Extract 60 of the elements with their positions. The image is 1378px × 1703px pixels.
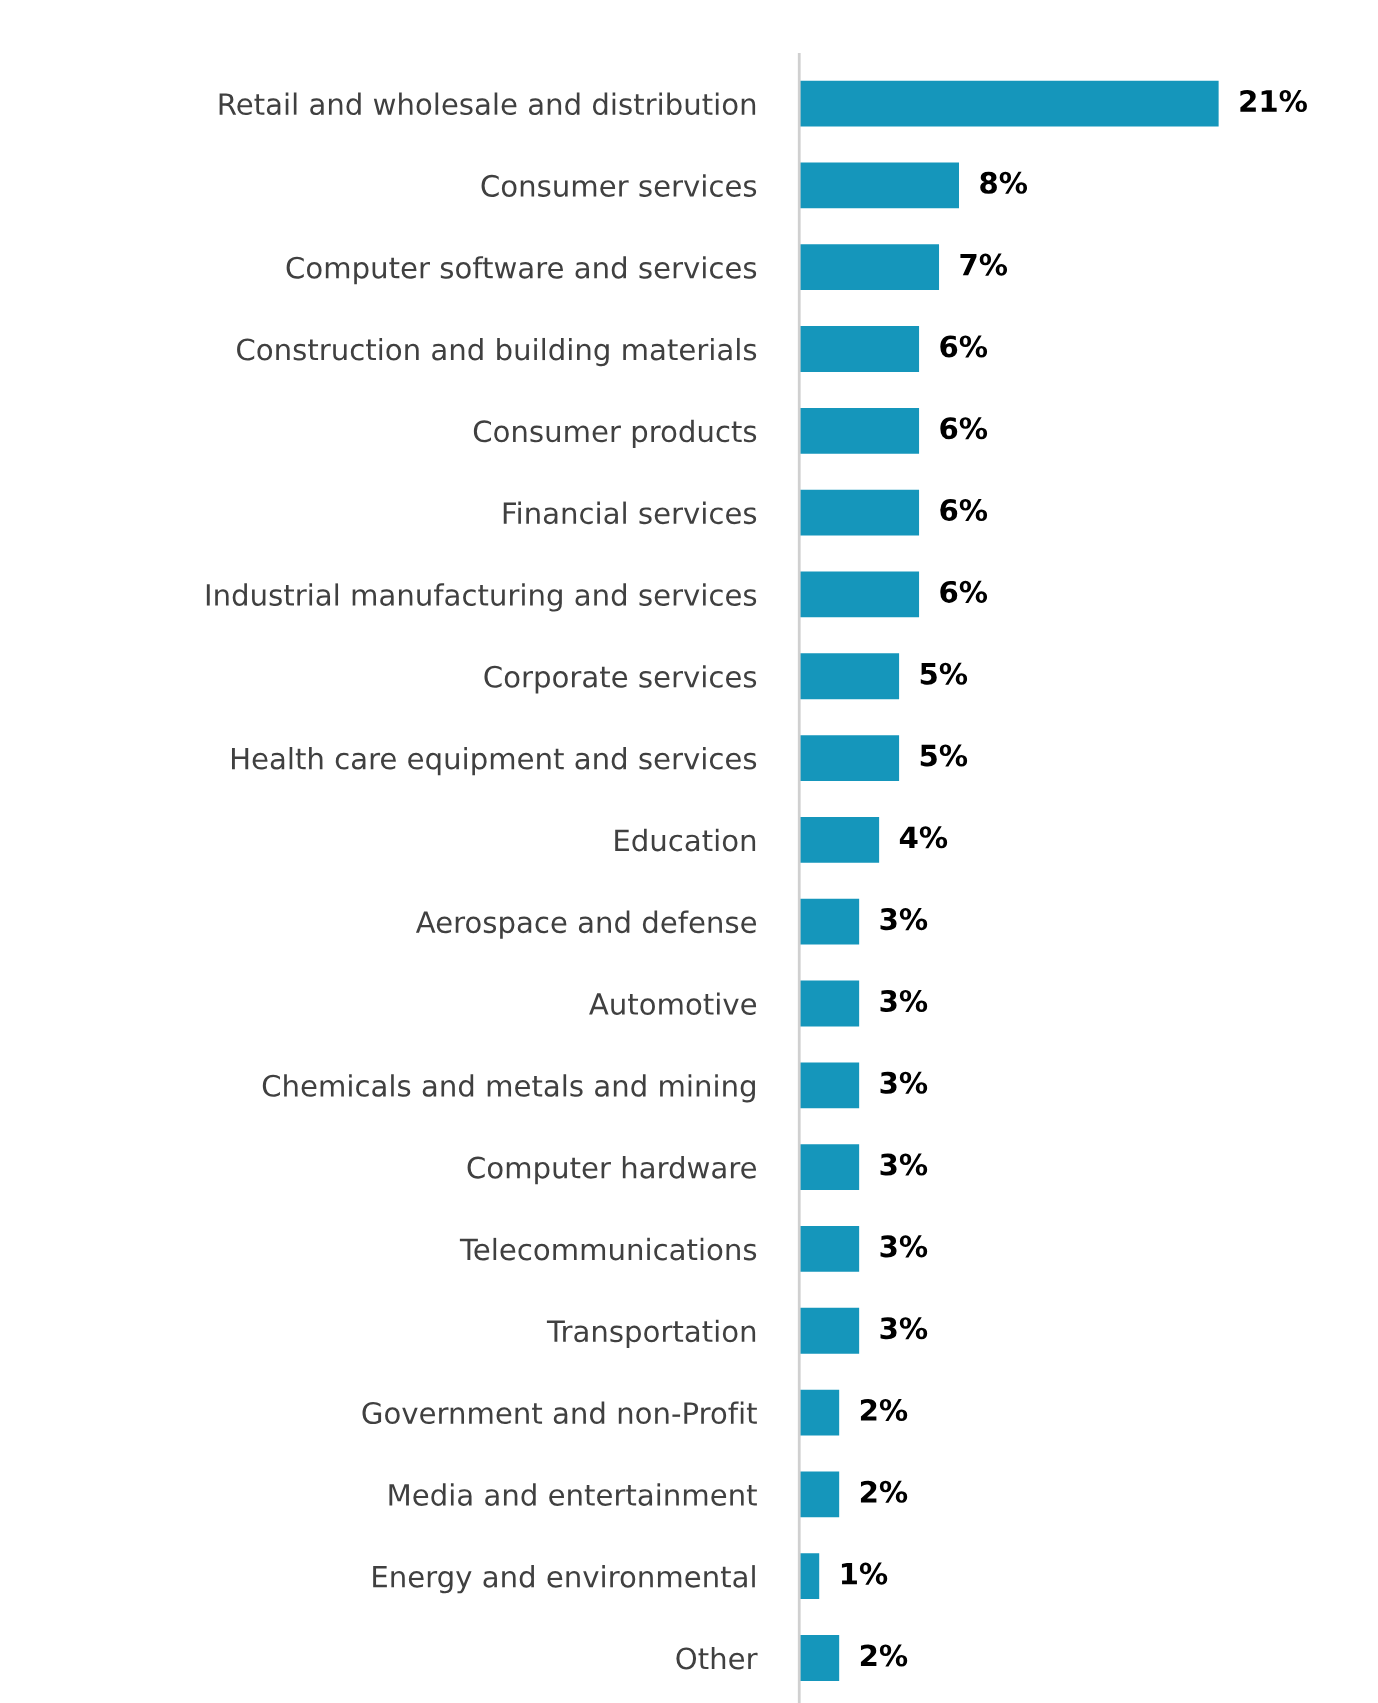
bar [799, 1307, 860, 1354]
y-tick-label: Health care equipment and services [232, 746, 757, 776]
y-tick-label: Industrial manufacturing and services [206, 583, 757, 612]
y-tick-label: Financial services [503, 501, 757, 525]
data-label: 3% [880, 1317, 928, 1340]
data-label: 7% [960, 253, 1008, 276]
bar [799, 980, 860, 1027]
y-tick-label: Aerospace and defense [415, 910, 757, 939]
data-label: 8% [980, 171, 1028, 194]
bar [799, 80, 1219, 127]
data-label: 6% [940, 335, 988, 358]
data-label: 3% [880, 908, 928, 931]
data-label: 2% [860, 1644, 908, 1667]
data-label: 6% [940, 417, 988, 440]
data-label: 3% [880, 989, 928, 1012]
bar [799, 653, 900, 700]
y-tick-label: Corporate services [484, 665, 757, 694]
bar [799, 816, 880, 863]
data-label: 1% [841, 1562, 888, 1585]
y-tick-label: Transportation [546, 1319, 756, 1348]
bar [799, 735, 900, 781]
y-tick-label: Other [676, 1646, 758, 1670]
bar [799, 407, 920, 454]
y-tick-label: Education [615, 828, 756, 852]
data-label: 3% [880, 1153, 928, 1176]
bar [799, 489, 920, 536]
y-tick-label: Computer software and services [286, 256, 757, 285]
bar [799, 162, 960, 209]
y-tick-label: Consumer services [481, 174, 757, 197]
bar [799, 244, 940, 291]
bar [799, 1471, 840, 1518]
y-tick-label: Automotive [589, 992, 757, 1016]
data-label: 3% [880, 1235, 928, 1258]
data-label: 2% [860, 1480, 908, 1503]
y-tick-label: Telecommunications [459, 1237, 757, 1261]
bar [799, 571, 920, 618]
bar [799, 1389, 840, 1436]
y-tick-label: Chemicals and metals and mining [262, 1074, 755, 1103]
bar [799, 1226, 860, 1272]
y-tick-label: Consumer products [473, 419, 757, 448]
data-label: 3% [880, 1071, 928, 1094]
bar [799, 898, 860, 945]
data-label: 5% [920, 744, 968, 767]
bar [799, 1062, 860, 1109]
data-label: 4% [899, 826, 948, 849]
data-label: 6% [940, 499, 988, 522]
data-label: 6% [940, 580, 988, 603]
data-label: 21% [1240, 89, 1307, 113]
bar [799, 1144, 860, 1191]
y-tick-label: Media and entertainment [389, 1483, 757, 1506]
y-tick-label: Computer hardware [467, 1156, 757, 1185]
bar [799, 326, 920, 372]
y-tick-label: Government and non-Profit [362, 1401, 757, 1425]
y-tick-label: Construction and building materials [237, 337, 757, 367]
y-tick-label: Retail and wholesale and distribution [219, 92, 756, 116]
bar [799, 1635, 840, 1681]
data-label: 5% [920, 662, 968, 685]
y-tick-label: Energy and environmental [373, 1565, 755, 1594]
data-label: 2% [860, 1398, 908, 1422]
bar [799, 1553, 820, 1600]
